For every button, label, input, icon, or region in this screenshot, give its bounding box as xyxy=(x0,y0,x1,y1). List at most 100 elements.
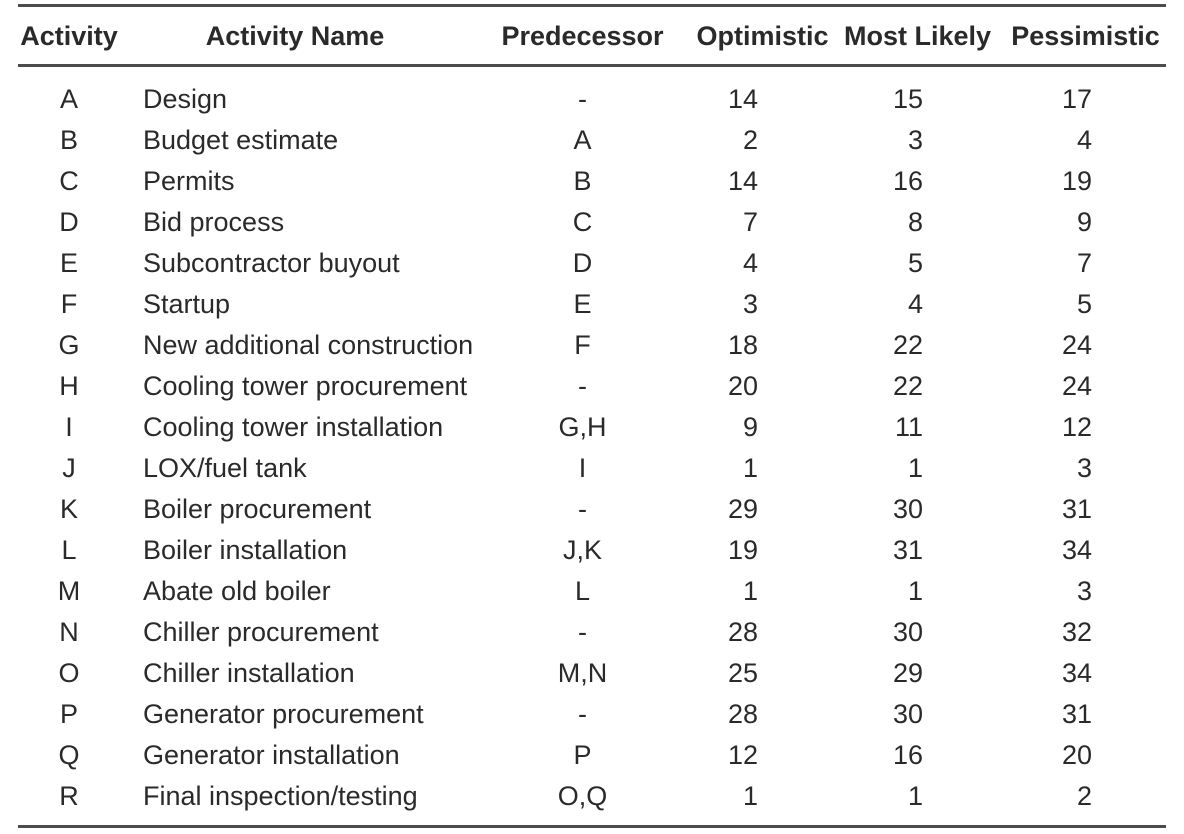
table-row-activity-P: P Generator procurement - 28 30 31 xyxy=(18,694,1166,735)
cell-most_likely: 16 xyxy=(892,166,923,196)
cell-optimistic: 1 xyxy=(742,781,758,811)
cell-optimistic: 1 xyxy=(742,576,758,606)
cell-predecessor: C xyxy=(572,207,593,237)
table-row-activity-M: M Abate old boiler L 1 1 3 xyxy=(18,571,1166,612)
cell-name: Generator installation xyxy=(143,740,400,770)
cell-activity: D xyxy=(59,207,79,237)
column-header-activity: Activity xyxy=(18,5,120,67)
cell-pessimistic: 34 xyxy=(1061,535,1092,565)
cell-predecessor: J,K xyxy=(562,535,602,565)
table-row-activity-A: A Design - 14 15 17 xyxy=(18,66,1166,121)
cell-pessimistic: 31 xyxy=(1061,699,1092,729)
cell-name: Boiler procurement xyxy=(143,494,372,524)
table-row-activity-O: O Chiller installation M,N 25 29 34 xyxy=(18,653,1166,694)
cell-pessimistic: 24 xyxy=(1061,330,1092,360)
cell-most_likely: 22 xyxy=(892,371,923,401)
cell-pessimistic: 7 xyxy=(1076,248,1092,278)
cell-predecessor: - xyxy=(578,617,587,647)
cell-predecessor: P xyxy=(573,740,592,770)
cell-most_likely: 30 xyxy=(892,494,923,524)
cell-activity: O xyxy=(58,658,80,688)
cell-activity: Q xyxy=(58,740,80,770)
cell-predecessor: A xyxy=(573,125,592,155)
cell-activity: I xyxy=(65,412,73,442)
cell-pessimistic: 4 xyxy=(1076,125,1092,155)
cell-predecessor: - xyxy=(578,699,587,729)
cell-activity: H xyxy=(59,371,79,401)
cell-activity: R xyxy=(59,781,79,811)
column-header-name: Activity Name xyxy=(120,5,470,67)
cell-optimistic: 7 xyxy=(742,207,758,237)
cell-pessimistic: 9 xyxy=(1076,207,1092,237)
cell-optimistic: 28 xyxy=(727,699,758,729)
cell-name: Startup xyxy=(143,289,231,319)
cell-pessimistic: 3 xyxy=(1076,453,1092,483)
cell-most_likely: 1 xyxy=(907,781,923,811)
cell-name: Boiler installation xyxy=(143,535,348,565)
column-header-optimistic: Optimistic xyxy=(695,5,830,67)
table-row-activity-C: C Permits B 14 16 19 xyxy=(18,161,1166,202)
cell-name: New additional construction xyxy=(143,330,474,360)
cell-predecessor: F xyxy=(574,330,591,360)
cell-activity: K xyxy=(59,494,78,524)
table-row-activity-Q: Q Generator installation P 12 16 20 xyxy=(18,735,1166,776)
cell-most_likely: 11 xyxy=(894,412,923,442)
cell-most_likely: 1 xyxy=(907,576,923,606)
cell-pessimistic: 17 xyxy=(1061,84,1092,114)
table-row-activity-L: L Boiler installation J,K 19 31 34 xyxy=(18,530,1166,571)
cell-most_likely: 5 xyxy=(907,248,923,278)
table-row-activity-I: I Cooling tower installation G,H 9 11 12 xyxy=(18,407,1166,448)
cell-optimistic: 19 xyxy=(727,535,758,565)
cell-predecessor: G,H xyxy=(558,412,607,442)
cell-most_likely: 22 xyxy=(892,330,923,360)
cell-predecessor: B xyxy=(573,166,592,196)
cell-name: Design xyxy=(143,84,228,114)
cell-optimistic: 2 xyxy=(742,125,758,155)
cell-most_likely: 15 xyxy=(892,84,923,114)
cell-activity: B xyxy=(59,125,78,155)
cell-most_likely: 29 xyxy=(892,658,923,688)
cell-optimistic: 9 xyxy=(742,412,758,442)
cell-activity: G xyxy=(58,330,80,360)
cell-activity: C xyxy=(59,166,79,196)
column-header-pessimistic: Pessimistic xyxy=(1005,5,1166,67)
cell-optimistic: 18 xyxy=(727,330,758,360)
cell-name: Generator procurement xyxy=(143,699,424,729)
cell-most_likely: 3 xyxy=(907,125,923,155)
table-row-activity-B: B Budget estimate A 2 3 4 xyxy=(18,120,1166,161)
cell-predecessor: E xyxy=(573,289,592,319)
cell-name: Chiller procurement xyxy=(143,617,379,647)
cell-predecessor: M,N xyxy=(557,658,608,688)
cell-pessimistic: 5 xyxy=(1076,289,1092,319)
cell-name: Cooling tower procurement xyxy=(143,371,468,401)
cell-name: Final inspection/testing xyxy=(143,781,418,811)
cell-optimistic: 25 xyxy=(727,658,758,688)
table-head: Activity Activity Name Predecessor Optimist… xyxy=(18,5,1166,67)
cell-activity: L xyxy=(61,535,77,565)
cell-activity: P xyxy=(59,699,78,729)
cell-pessimistic: 3 xyxy=(1076,576,1092,606)
cell-predecessor: L xyxy=(574,576,591,606)
cell-activity: M xyxy=(57,576,81,606)
cell-predecessor: D xyxy=(572,248,593,278)
cell-optimistic: 14 xyxy=(727,166,758,196)
cell-name: Budget estimate xyxy=(143,125,339,155)
cell-predecessor: - xyxy=(578,494,587,524)
cell-activity: N xyxy=(59,617,79,647)
cell-most_likely: 30 xyxy=(892,699,923,729)
table-row-activity-G: G New additional construction F 18 22 24 xyxy=(18,325,1166,366)
cell-pessimistic: 2 xyxy=(1076,781,1092,811)
cell-optimistic: 1 xyxy=(742,453,758,483)
cell-predecessor: - xyxy=(578,371,587,401)
cell-pessimistic: 19 xyxy=(1061,166,1092,196)
cell-optimistic: 3 xyxy=(742,289,758,319)
cell-optimistic: 14 xyxy=(727,84,758,114)
cell-predecessor: O,Q xyxy=(557,781,608,811)
column-header-most_likely: Most Likely xyxy=(830,5,1005,67)
table-row-activity-E: E Subcontractor buyout D 4 5 7 xyxy=(18,243,1166,284)
cell-name: Chiller installation xyxy=(143,658,355,688)
column-header-predecessor: Predecessor xyxy=(470,5,695,67)
cell-most_likely: 8 xyxy=(907,207,923,237)
cell-pessimistic: 31 xyxy=(1061,494,1092,524)
activity-duration-table: Activity Activity Name Predecessor Optimist… xyxy=(18,4,1166,828)
